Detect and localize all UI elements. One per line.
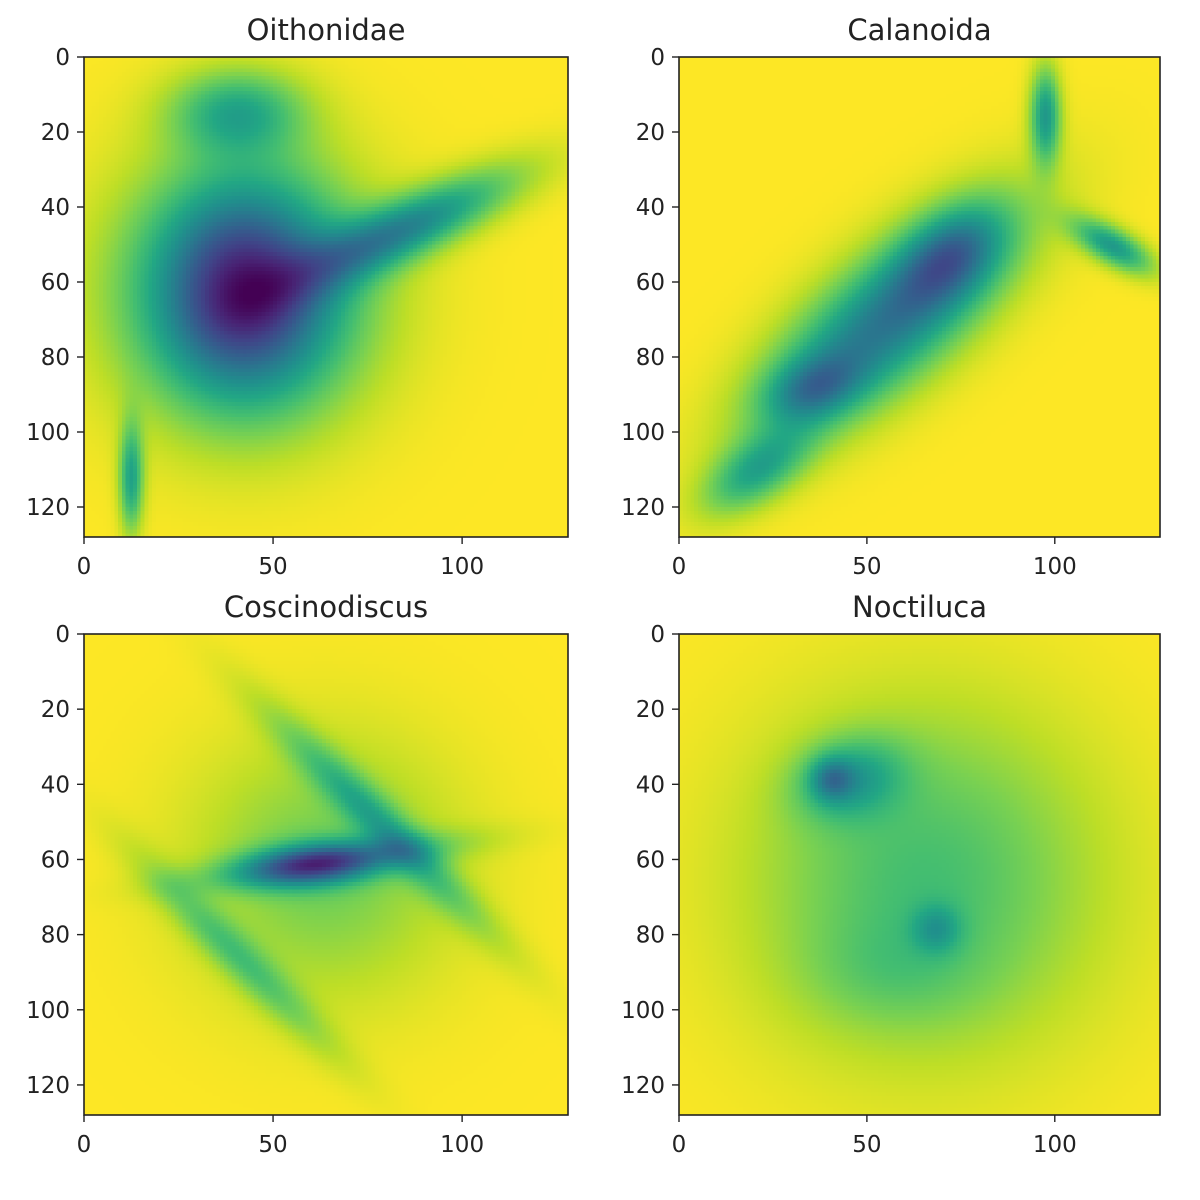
axes-frame xyxy=(83,56,569,538)
y-tick-label: 40 xyxy=(41,195,70,221)
y-tick-label: 100 xyxy=(621,420,665,446)
y-tick-label: 20 xyxy=(41,697,70,723)
y-tick-label: 100 xyxy=(26,998,70,1024)
x-tick-label: 0 xyxy=(77,554,92,580)
y-tick-label: 20 xyxy=(636,120,665,146)
y-tick-label: 80 xyxy=(41,345,70,371)
y-tick-label: 20 xyxy=(636,697,665,723)
chart-title: Calanoida xyxy=(847,13,991,47)
y-tick-label: 0 xyxy=(55,45,70,71)
heatmap-image xyxy=(84,634,568,1115)
x-tick-label: 50 xyxy=(258,1132,287,1158)
y-tick-label: 60 xyxy=(41,847,70,873)
panel-1: Oithonidae 0 50 100 0 20 40 60 80 100 120 xyxy=(26,13,569,580)
y-tick-label: 0 xyxy=(650,622,665,648)
y-tick-label: 0 xyxy=(650,45,665,71)
y-tick-label: 20 xyxy=(41,120,70,146)
x-tick-label: 0 xyxy=(672,1132,687,1158)
x-tick-label: 100 xyxy=(440,1132,484,1158)
y-tick-label: 120 xyxy=(621,1073,665,1099)
heatmap-image xyxy=(84,57,568,537)
y-tick-label: 0 xyxy=(55,622,70,648)
heatmap-image xyxy=(679,634,1160,1115)
x-tick-label: 0 xyxy=(77,1132,92,1158)
y-tick-label: 40 xyxy=(636,195,665,221)
y-tick-label: 80 xyxy=(636,923,665,949)
axes-frame xyxy=(83,633,569,1116)
x-tick-label: 50 xyxy=(852,1132,881,1158)
panel-2: Calanoida 0 50 100 0 20 40 60 80 100 120 xyxy=(621,13,1161,580)
y-tick-label: 60 xyxy=(636,270,665,296)
panel-4: Noctiluca 0 50 100 0 20 40 60 80 100 120 xyxy=(621,590,1161,1158)
x-tick-label: 100 xyxy=(1033,554,1077,580)
y-tick-label: 80 xyxy=(636,345,665,371)
y-tick-label: 100 xyxy=(621,998,665,1024)
x-tick-label: 100 xyxy=(440,554,484,580)
chart-title: Oithonidae xyxy=(247,13,406,47)
y-tick-label: 60 xyxy=(41,270,70,296)
panel-3: Coscinodiscus 0 50 100 0 20 40 60 80 100 120 xyxy=(26,590,569,1158)
x-tick-label: 100 xyxy=(1033,1132,1077,1158)
chart-title: Noctiluca xyxy=(852,590,987,624)
y-tick-label: 120 xyxy=(26,1073,70,1099)
y-tick-label: 40 xyxy=(636,772,665,798)
y-tick-label: 120 xyxy=(26,495,70,521)
y-tick-label: 80 xyxy=(41,923,70,949)
y-tick-label: 120 xyxy=(621,495,665,521)
y-tick-label: 40 xyxy=(41,772,70,798)
x-tick-label: 0 xyxy=(672,554,687,580)
chart-title: Coscinodiscus xyxy=(224,590,428,624)
y-tick-label: 60 xyxy=(636,847,665,873)
axes-frame xyxy=(678,56,1161,538)
x-tick-label: 50 xyxy=(852,554,881,580)
axes-frame xyxy=(678,633,1161,1116)
x-tick-label: 50 xyxy=(258,554,287,580)
y-tick-label: 100 xyxy=(26,420,70,446)
heatmap-image xyxy=(679,57,1160,537)
